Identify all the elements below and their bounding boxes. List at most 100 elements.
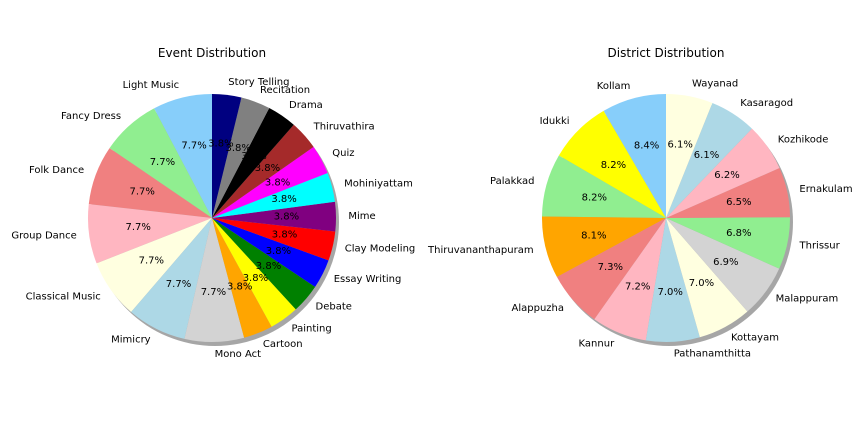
district-slice-kannur xyxy=(594,218,666,341)
event-pie-plot: Light Music 7.7% Fancy Dress 7.7% Folk Dance… xyxy=(11,77,415,360)
event-label-recitation: Recitation xyxy=(260,85,310,96)
event-label-cartoon: Cartoon xyxy=(263,339,303,350)
event-label-clay-modeling: Clay Modeling xyxy=(345,244,415,255)
event-label-story-telling: Story Telling xyxy=(228,77,289,88)
district-pct-alappuzha: 7.3% xyxy=(598,262,623,273)
district-slice-kozhikode xyxy=(666,128,780,218)
district-label-ernakulam: Ernakulam xyxy=(799,184,852,195)
event-label-group-dance: Group Dance xyxy=(11,230,76,241)
district-pie-chart: District Distribution Kollam 8.4% Idukki 8.… xyxy=(427,46,853,360)
event-slice-thiruvathira xyxy=(212,124,314,218)
event-pct-group-dance: 7.7% xyxy=(125,222,150,233)
district-label-kottayam: Kottayam xyxy=(731,332,779,343)
event-label-quiz: Quiz xyxy=(332,148,354,159)
event-slice-folk-dance xyxy=(88,148,212,218)
district-label-idukki: Idukki xyxy=(540,116,570,127)
event-slice-mime xyxy=(212,201,337,232)
district-slice-ernakulam xyxy=(666,168,790,218)
event-pct-essay-writing: 3.8% xyxy=(266,246,291,257)
district-slice-thiruvananthapuram xyxy=(542,216,666,278)
district-label-kasaragod: Kasaragod xyxy=(740,98,793,109)
event-pct-drama: 3.8% xyxy=(241,151,266,162)
district-pct-pathanamthitta: 7.0% xyxy=(657,287,682,298)
district-label-kollam: Kollam xyxy=(597,81,631,92)
event-pct-painting: 3.8% xyxy=(243,273,268,284)
district-label-wayanad: Wayanad xyxy=(692,79,738,90)
district-label-kozhikode: Kozhikode xyxy=(778,134,829,145)
event-pct-cartoon: 3.8% xyxy=(227,282,252,293)
event-label-mimicry: Mimicry xyxy=(111,334,151,345)
district-slice-kottayam xyxy=(666,218,748,338)
event-slice-quiz xyxy=(212,146,328,218)
district-label-malappuram: Malappuram xyxy=(776,294,839,305)
event-slice-mimicry xyxy=(131,218,212,339)
district-chart-title: District Distribution xyxy=(608,46,725,60)
district-pct-kollam: 8.4% xyxy=(634,141,659,152)
district-slice-kasaragod xyxy=(666,103,753,218)
district-label-thrissur: Thrissur xyxy=(799,241,841,252)
event-label-drama: Drama xyxy=(289,100,323,111)
district-label-palakkad: Palakkad xyxy=(490,176,535,187)
event-slice-light-music xyxy=(154,94,212,218)
event-slice-group-dance xyxy=(88,204,212,264)
event-pct-mime: 3.8% xyxy=(274,212,299,223)
event-slice-mono-act xyxy=(184,218,245,343)
district-pct-thrissur: 6.8% xyxy=(726,228,751,239)
event-slice-drama xyxy=(212,108,294,218)
event-slice-recitation xyxy=(212,97,270,218)
district-pct-kozhikode: 6.2% xyxy=(714,170,739,181)
district-label-thiruvananthapuram: Thiruvananthapuram xyxy=(427,245,534,256)
event-pct-recitation: 3.8% xyxy=(225,143,250,154)
event-label-fancy-dress: Fancy Dress xyxy=(61,111,121,122)
event-chart-title: Event Distribution xyxy=(158,46,266,60)
district-pct-malappuram: 6.9% xyxy=(713,257,738,268)
event-label-thiruvathira: Thiruvathira xyxy=(313,121,375,132)
event-label-mohiniyattam: Mohiniyattam xyxy=(344,179,413,190)
event-slice-fancy-dress xyxy=(109,108,212,218)
event-slice-classical-music xyxy=(96,218,212,312)
event-label-mono-act: Mono Act xyxy=(215,349,262,360)
event-pie-chart: Event Distribution Light Music 7.7% Fancy … xyxy=(11,46,415,360)
event-pct-light-music: 7.7% xyxy=(181,140,206,151)
event-pct-mono-act: 7.7% xyxy=(201,287,226,298)
district-label-pathanamthitta: Pathanamthitta xyxy=(674,349,751,360)
event-slice-cartoon xyxy=(212,218,272,338)
district-pct-ernakulam: 6.5% xyxy=(726,197,751,208)
event-slice-clay-modeling xyxy=(212,218,336,261)
event-slice-mohiniyattam xyxy=(212,173,335,218)
event-slice-painting xyxy=(212,218,296,327)
district-pie-plot: Kollam 8.4% Idukki 8.2% Palakkad 8.2% Thiruvan… xyxy=(427,79,853,360)
event-pct-clay-modeling: 3.8% xyxy=(272,229,297,240)
event-pct-debate: 3.8% xyxy=(256,261,281,272)
event-label-folk-dance: Folk Dance xyxy=(29,165,84,176)
district-pct-wayanad: 6.1% xyxy=(667,140,692,151)
district-slice-pathanamthitta xyxy=(645,218,700,343)
event-pct-thiruvathira: 3.8% xyxy=(255,163,280,174)
event-slice-essay-writing xyxy=(212,218,329,287)
event-pct-mohiniyattam: 3.8% xyxy=(271,194,296,205)
event-label-painting: Painting xyxy=(292,323,332,334)
event-pct-fancy-dress: 7.7% xyxy=(150,157,175,168)
event-pct-mimicry: 7.7% xyxy=(166,279,191,290)
event-label-light-music: Light Music xyxy=(123,80,180,91)
event-pct-story-telling: 3.8% xyxy=(208,139,233,150)
district-pct-idukki: 8.2% xyxy=(601,160,626,171)
event-slice-debate xyxy=(212,218,316,310)
district-slice-alappuzha xyxy=(556,218,666,320)
district-slice-thrissur xyxy=(666,217,791,269)
event-pct-classical-music: 7.7% xyxy=(139,256,164,267)
district-label-alappuzha: Alappuzha xyxy=(512,303,565,314)
district-pct-kannur: 7.2% xyxy=(625,281,650,292)
event-slice-story-telling xyxy=(212,94,242,218)
district-pct-palakkad: 8.2% xyxy=(582,193,607,204)
event-label-essay-writing: Essay Writing xyxy=(334,274,402,285)
district-pct-kottayam: 7.0% xyxy=(689,278,714,289)
district-label-kannur: Kannur xyxy=(579,339,616,350)
district-slice-kollam xyxy=(603,94,666,218)
district-slice-idukki xyxy=(558,110,666,218)
event-pct-quiz: 3.8% xyxy=(265,177,290,188)
district-slice-palakkad xyxy=(542,155,666,218)
event-label-classical-music: Classical Music xyxy=(26,291,101,302)
event-pct-folk-dance: 7.7% xyxy=(129,187,154,198)
